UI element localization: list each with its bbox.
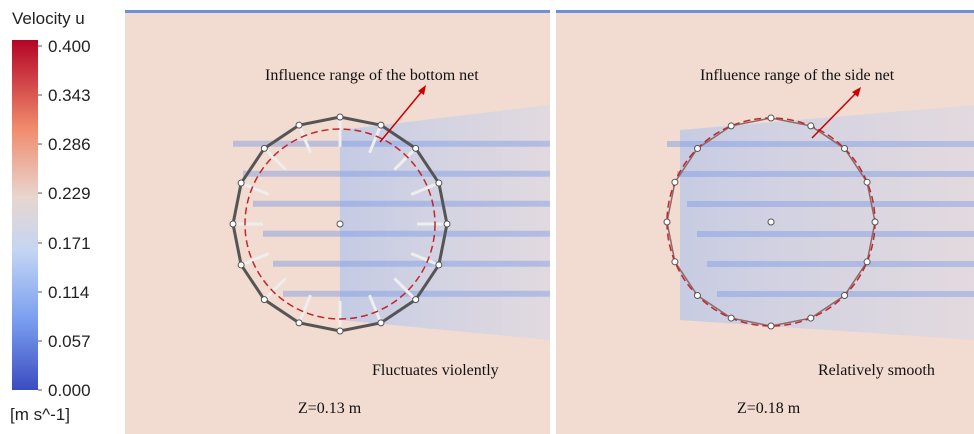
node bbox=[808, 123, 814, 129]
tick-label: 0.114 bbox=[48, 283, 89, 302]
tick-label: 0.400 bbox=[48, 37, 91, 56]
center-node bbox=[768, 219, 774, 225]
node bbox=[337, 114, 343, 120]
tick-label: 0.000 bbox=[48, 381, 91, 400]
note: Relatively smooth bbox=[818, 362, 935, 379]
node bbox=[230, 221, 236, 227]
node bbox=[444, 221, 450, 227]
node bbox=[261, 145, 267, 151]
center-node bbox=[337, 221, 343, 227]
note: Fluctuates violently bbox=[372, 362, 499, 379]
colorbar-title: Velocity u bbox=[12, 9, 85, 28]
tick-label: 0.286 bbox=[48, 135, 91, 154]
annotation: Influence range of the side net bbox=[700, 67, 895, 84]
node bbox=[768, 323, 774, 329]
node bbox=[378, 320, 384, 326]
annotation: Influence range of the bottom net bbox=[265, 67, 479, 84]
node bbox=[872, 219, 878, 225]
node bbox=[808, 315, 814, 321]
node bbox=[238, 262, 244, 268]
node bbox=[261, 297, 267, 303]
colorbar-unit: [m s^-1] bbox=[10, 405, 70, 424]
node bbox=[672, 259, 678, 265]
node bbox=[864, 259, 870, 265]
node bbox=[664, 219, 670, 225]
node bbox=[768, 115, 774, 121]
node bbox=[842, 145, 848, 151]
node bbox=[728, 123, 734, 129]
node bbox=[436, 180, 442, 186]
node bbox=[378, 122, 384, 128]
tick-label: 0.057 bbox=[48, 332, 91, 351]
node bbox=[672, 179, 678, 185]
node bbox=[337, 328, 343, 334]
figure: Velocity u [m s^-1] 0.400 0.343 0.286 0.229… bbox=[0, 0, 974, 434]
node bbox=[296, 320, 302, 326]
node bbox=[436, 262, 442, 268]
tick-label: 0.229 bbox=[48, 184, 91, 203]
node bbox=[864, 179, 870, 185]
node bbox=[238, 180, 244, 186]
tick-label: 0.171 bbox=[48, 234, 91, 253]
node bbox=[728, 315, 734, 321]
tick-label: 0.343 bbox=[48, 86, 91, 105]
depth-label: Z=0.18 m bbox=[737, 400, 801, 417]
node bbox=[694, 293, 700, 299]
node bbox=[296, 122, 302, 128]
colorbar bbox=[12, 40, 38, 390]
node bbox=[413, 297, 419, 303]
node bbox=[842, 293, 848, 299]
node bbox=[694, 145, 700, 151]
node bbox=[413, 145, 419, 151]
depth-label: Z=0.13 m bbox=[298, 400, 362, 417]
